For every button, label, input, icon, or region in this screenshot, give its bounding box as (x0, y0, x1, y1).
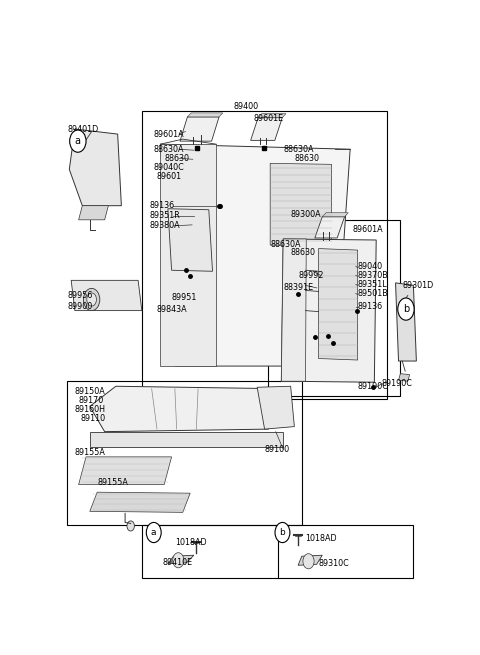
Bar (67, 381, 302, 525)
Polygon shape (168, 209, 213, 271)
Text: 89310C: 89310C (319, 559, 349, 569)
Polygon shape (322, 213, 348, 217)
Text: 89370B: 89370B (358, 271, 388, 280)
Bar (142, 111, 387, 399)
Circle shape (84, 288, 100, 310)
Text: 89351R: 89351R (149, 212, 180, 220)
Polygon shape (90, 386, 283, 432)
Text: 89136: 89136 (149, 201, 174, 210)
Circle shape (146, 523, 161, 542)
Text: 89160H: 89160H (75, 405, 106, 414)
Circle shape (87, 293, 96, 306)
Text: 88630: 88630 (164, 154, 189, 163)
Polygon shape (257, 386, 294, 429)
Polygon shape (298, 555, 322, 565)
Text: a: a (151, 528, 156, 537)
Text: 89110: 89110 (81, 414, 106, 423)
Text: b: b (403, 304, 409, 314)
Polygon shape (319, 248, 358, 360)
Bar (142, 525, 413, 578)
Text: 89400: 89400 (233, 102, 259, 111)
Text: 89300A: 89300A (290, 210, 321, 219)
Polygon shape (281, 239, 306, 381)
Text: 89843A: 89843A (156, 305, 187, 314)
Polygon shape (281, 239, 376, 383)
Text: 89190C: 89190C (382, 379, 413, 388)
Text: 89601A: 89601A (352, 225, 383, 234)
Polygon shape (258, 114, 286, 118)
Polygon shape (71, 280, 142, 310)
Text: 89040: 89040 (358, 262, 383, 271)
Circle shape (275, 523, 290, 542)
Polygon shape (168, 555, 194, 564)
Text: 89956: 89956 (67, 291, 93, 300)
Polygon shape (180, 117, 219, 141)
Polygon shape (187, 113, 223, 117)
Text: 89155A: 89155A (75, 448, 106, 457)
Text: 88630: 88630 (290, 248, 316, 257)
Text: 1018AD: 1018AD (175, 538, 207, 547)
Polygon shape (160, 144, 350, 366)
Polygon shape (398, 373, 410, 381)
Polygon shape (270, 163, 332, 246)
Text: 89951: 89951 (172, 293, 197, 303)
Polygon shape (69, 129, 121, 206)
Text: 89150A: 89150A (75, 387, 106, 396)
Polygon shape (90, 432, 283, 447)
Polygon shape (90, 492, 190, 512)
Bar (268, 220, 400, 396)
Polygon shape (251, 118, 282, 140)
Text: 89900: 89900 (67, 302, 93, 311)
Text: 89401D: 89401D (67, 124, 99, 134)
Circle shape (70, 130, 86, 152)
Polygon shape (79, 206, 108, 220)
Polygon shape (315, 217, 345, 238)
Text: 89501B: 89501B (358, 289, 388, 298)
Circle shape (173, 553, 184, 568)
Text: 88630A: 88630A (283, 145, 314, 154)
Text: 89040C: 89040C (153, 163, 184, 172)
Text: 89136: 89136 (358, 302, 383, 311)
Text: 1018AD: 1018AD (305, 534, 337, 543)
Text: 89380A: 89380A (149, 221, 180, 231)
Text: 89992: 89992 (298, 271, 324, 280)
Polygon shape (79, 457, 172, 485)
Text: 89351L: 89351L (358, 280, 387, 289)
Text: 89410E: 89410E (162, 558, 192, 567)
Text: 88391E: 88391E (283, 284, 313, 292)
Text: 89301D: 89301D (402, 281, 433, 290)
Text: 89601: 89601 (156, 172, 182, 181)
Circle shape (127, 521, 134, 531)
Text: 88630A: 88630A (270, 240, 300, 248)
Text: b: b (279, 528, 285, 537)
Text: 89170: 89170 (79, 396, 104, 405)
Text: a: a (75, 136, 81, 146)
Circle shape (303, 553, 314, 569)
Text: 88630: 88630 (294, 154, 319, 163)
Text: 89155A: 89155A (97, 477, 128, 487)
Text: 89601E: 89601E (253, 115, 284, 123)
Text: 89190C: 89190C (358, 382, 388, 391)
Text: 89601A: 89601A (153, 130, 184, 139)
Text: 88630A: 88630A (153, 145, 183, 154)
Polygon shape (160, 144, 216, 366)
Circle shape (398, 298, 414, 320)
Text: 89100: 89100 (264, 445, 290, 454)
Polygon shape (396, 283, 416, 361)
